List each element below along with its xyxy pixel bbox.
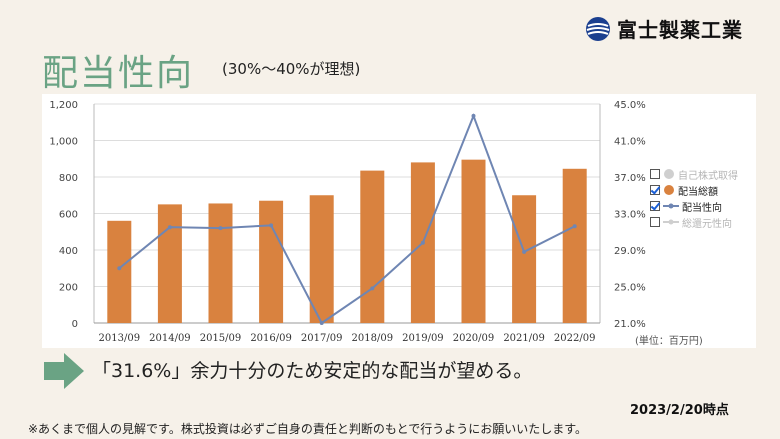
right-tick-label: 37.0% bbox=[614, 173, 646, 184]
left-tick-label: 1,000 bbox=[49, 137, 78, 148]
bar bbox=[360, 170, 385, 323]
dividend-chart: 0 200 400 600 800 1,000 1,200 21.0% 25.0% 29.0% 33… bbox=[49, 100, 646, 344]
bar bbox=[309, 195, 334, 323]
line-point bbox=[522, 249, 527, 254]
line-marker-icon bbox=[663, 203, 679, 209]
circle-marker-icon bbox=[664, 185, 674, 195]
left-tick-label: 200 bbox=[59, 283, 78, 294]
x-tick-label: 2015/09 bbox=[200, 333, 242, 344]
right-tick-label: 33.0% bbox=[614, 210, 646, 221]
bar bbox=[208, 203, 233, 323]
line-point bbox=[370, 286, 375, 291]
left-tick-label: 0 bbox=[72, 319, 78, 330]
circle-marker-icon bbox=[664, 169, 674, 179]
x-tick-label: 2016/09 bbox=[250, 333, 292, 344]
summary-message: 「31.6%」余力十分のため安定的な配当が望める。 bbox=[92, 360, 533, 382]
right-tick-label: 29.0% bbox=[614, 246, 646, 257]
chart-panel: 0 200 400 600 800 1,000 1,200 21.0% 25.0% 29.0% 33… bbox=[42, 94, 756, 348]
company-logo: 富士製薬工業 bbox=[585, 14, 743, 43]
page-title: 配当性向 bbox=[42, 53, 195, 94]
left-tick-label: 600 bbox=[59, 210, 78, 221]
line-point bbox=[471, 113, 476, 118]
line-point bbox=[319, 321, 324, 325]
as-of-date: 2023/2/20時点 bbox=[630, 403, 729, 418]
arrow-right-icon bbox=[44, 353, 84, 389]
left-tick-label: 800 bbox=[59, 173, 78, 184]
legend-checkbox-total-return[interactable] bbox=[650, 217, 660, 227]
page-subtitle: (30%〜40%が理想) bbox=[222, 60, 361, 78]
unit-label: (単位：百万円) bbox=[635, 336, 703, 347]
chart-legend: 自己株式取得 配当総額 配当性向 総還元性向 bbox=[650, 166, 738, 230]
x-tick-label: 2022/09 bbox=[554, 333, 596, 344]
bar bbox=[461, 159, 486, 323]
right-tick-label: 25.0% bbox=[614, 283, 646, 294]
legend-label-buyback: 自己株式取得 bbox=[678, 170, 738, 182]
x-tick-label: 2013/09 bbox=[99, 333, 141, 344]
company-name: 富士製薬工業 bbox=[617, 18, 743, 42]
legend-checkbox-buyback[interactable] bbox=[650, 169, 660, 179]
left-tick-label: 400 bbox=[59, 246, 78, 257]
line-marker-icon bbox=[663, 219, 679, 225]
legend-item-buyback[interactable]: 自己株式取得 bbox=[650, 166, 738, 182]
bar bbox=[512, 195, 537, 323]
line-point bbox=[117, 266, 122, 271]
left-tick-label: 1,200 bbox=[49, 100, 78, 111]
globe-logo-icon bbox=[586, 16, 610, 41]
line-point bbox=[420, 240, 425, 245]
legend-item-payout-ratio[interactable]: 配当性向 bbox=[650, 198, 738, 214]
payout-ratio-line bbox=[118, 113, 576, 325]
disclaimer: ※あくまで個人の見解です。株式投資は必ずご自身の責任と判断のもとで行うようにお願… bbox=[28, 422, 588, 436]
x-tick-label: 2021/09 bbox=[503, 333, 545, 344]
legend-label-dividend-total: 配当総額 bbox=[678, 186, 718, 198]
legend-checkbox-dividend-total[interactable] bbox=[650, 185, 660, 195]
bar bbox=[107, 220, 132, 323]
x-tick-label: 2018/09 bbox=[352, 333, 394, 344]
x-tick-label: 2019/09 bbox=[402, 333, 444, 344]
line-point bbox=[572, 224, 577, 229]
right-tick-label: 41.0% bbox=[614, 137, 646, 148]
line-point bbox=[167, 225, 172, 230]
bar bbox=[259, 200, 284, 323]
legend-item-dividend-total[interactable]: 配当総額 bbox=[650, 182, 738, 198]
legend-label-payout-ratio: 配当性向 bbox=[682, 202, 722, 214]
legend-item-total-return[interactable]: 総還元性向 bbox=[650, 214, 738, 230]
x-tick-label: 2017/09 bbox=[301, 333, 343, 344]
x-tick-label: 2020/09 bbox=[453, 333, 495, 344]
line-point bbox=[218, 226, 223, 231]
bar bbox=[157, 204, 182, 323]
bar bbox=[562, 168, 587, 323]
right-tick-label: 21.0% bbox=[614, 319, 646, 330]
legend-checkbox-payout-ratio[interactable] bbox=[650, 201, 660, 211]
right-tick-label: 45.0% bbox=[614, 100, 646, 111]
x-tick-label: 2014/09 bbox=[149, 333, 191, 344]
legend-label-total-return: 総還元性向 bbox=[682, 218, 732, 230]
line-point bbox=[269, 223, 274, 228]
